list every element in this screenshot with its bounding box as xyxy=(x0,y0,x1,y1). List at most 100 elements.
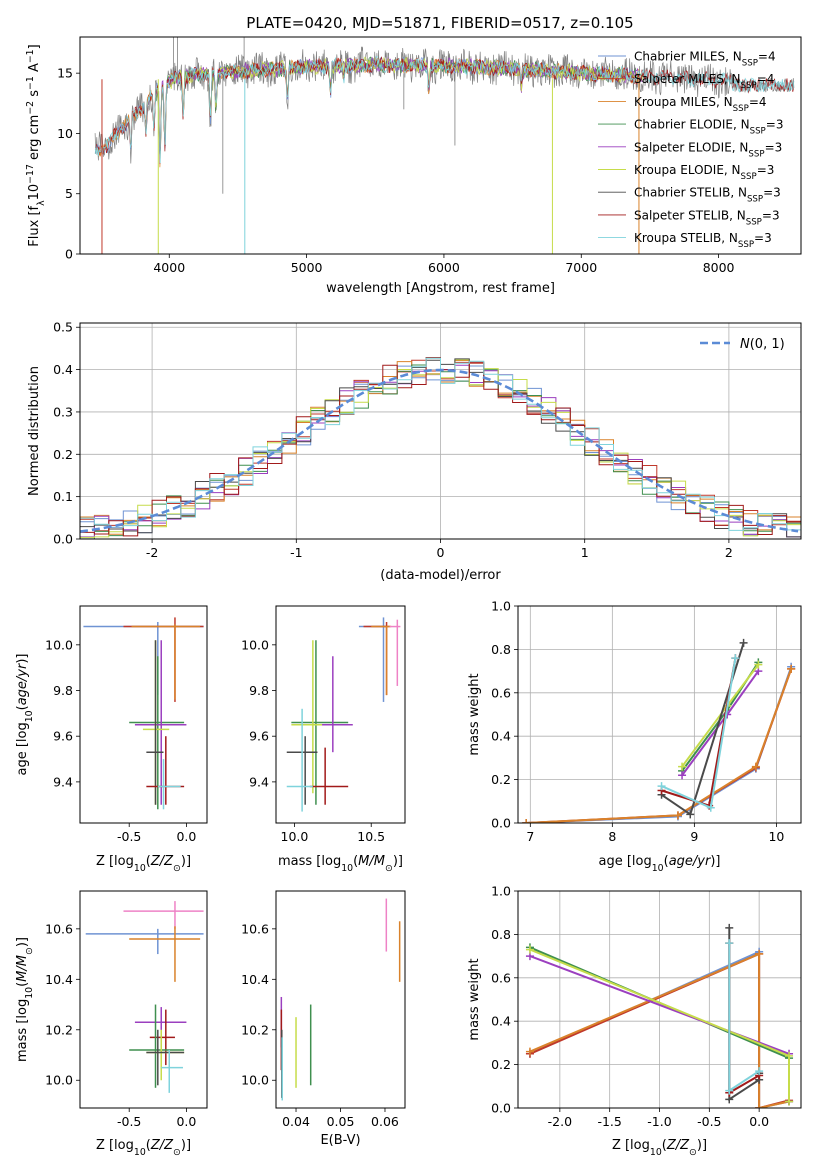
y-tick-label: 10.2 xyxy=(45,1022,73,1037)
label-part: Z/Z xyxy=(150,1138,174,1153)
weight-marker xyxy=(785,1051,794,1060)
y-tick-label: 10.2 xyxy=(241,1022,269,1037)
label-part: SSP xyxy=(750,127,766,137)
label-part: age [log xyxy=(15,722,30,775)
y-tick-label: 0.2 xyxy=(491,1057,511,1072)
x-tick-label: 10.0 xyxy=(281,829,309,844)
label-part: Chabrier ELODIE, N xyxy=(634,118,750,132)
weight-marker xyxy=(686,810,695,819)
y-tick-label: 10.4 xyxy=(45,972,73,987)
axes-mass_vs_EBV: 0.04 0.05 0.06 10.0 10.2 10.4 10.6 E(B-V) xyxy=(241,890,406,1148)
label-part: SSP xyxy=(741,172,757,182)
label-part: SSP xyxy=(733,104,749,114)
label-part: Salpeter STELIB, N xyxy=(634,208,746,222)
x-tick-label: -0.5 xyxy=(697,1114,721,1129)
weight-line-chabrier-miles xyxy=(526,666,793,823)
x-tick-label: 6000 xyxy=(428,260,460,275)
x-tick-label: -1.5 xyxy=(597,1114,621,1129)
label-part: −1 xyxy=(25,76,36,90)
x-tick-label: -2.0 xyxy=(548,1114,572,1129)
plot-area-mass_vs_EBV xyxy=(280,898,401,1101)
label-part: Z/Z xyxy=(666,1138,690,1153)
spectrum-kroupa-stelib xyxy=(94,56,795,164)
y-tick-label: 9.6 xyxy=(249,729,269,744)
label-part: )] xyxy=(15,937,30,947)
label-part: ( xyxy=(146,1138,151,1153)
x-tick-label: 8000 xyxy=(703,260,735,275)
label-part: s xyxy=(27,90,42,101)
y-tick-label: 9.4 xyxy=(53,774,73,789)
label-part: )] xyxy=(15,653,30,663)
label-part: )] xyxy=(697,1138,707,1153)
label-part: ( xyxy=(353,854,358,869)
y-tick-label: 0.4 xyxy=(491,729,511,744)
y-tick-label: 1.0 xyxy=(491,599,511,614)
weight-marker xyxy=(678,762,687,771)
label-part: age [log xyxy=(598,854,651,869)
y-tick-label: 10.0 xyxy=(241,1073,269,1088)
axes-frame xyxy=(79,36,802,255)
axes-frame xyxy=(79,605,208,824)
plot-area-residuals xyxy=(80,323,801,539)
label-part: Salpeter ELODIE, N xyxy=(634,140,748,154)
label-part: 10 xyxy=(24,710,35,722)
label-part: Z [log xyxy=(96,854,134,869)
weight-line-salpeter-elodie xyxy=(681,670,760,776)
plot-area-spectrum xyxy=(94,37,795,254)
axes-frame xyxy=(275,890,406,1109)
gaussian-curve xyxy=(80,368,799,533)
label-part: =3 xyxy=(754,231,772,245)
weight-line-kroupa-miles xyxy=(529,952,790,1108)
weight-marker xyxy=(785,1097,794,1106)
label-part: )] xyxy=(393,854,403,869)
weight-marker xyxy=(725,923,734,932)
label-part: mass [log xyxy=(15,999,30,1062)
y-tick-label: 10.4 xyxy=(241,972,269,987)
x-tick-label: 1 xyxy=(581,545,589,560)
spectrum-kroupa-miles xyxy=(96,57,640,168)
x-tick-label: 7000 xyxy=(565,260,597,275)
axes-frame xyxy=(517,605,802,824)
legend-label: Chabrier STELIB, NSSP=3 xyxy=(634,186,781,205)
label-part: 10 xyxy=(652,863,664,874)
y-tick-label: 0.4 xyxy=(53,362,73,377)
x-tick-label: 2 xyxy=(725,545,733,560)
weight-line-chabrier-stelib xyxy=(661,642,745,816)
label-part: SSP xyxy=(741,81,757,91)
x-tick-label: 0.0 xyxy=(749,1114,769,1129)
x-tick-label: 0.0 xyxy=(176,829,196,844)
weight-marker xyxy=(657,782,666,791)
weight-marker xyxy=(739,638,748,647)
label-part: 10 xyxy=(24,987,35,999)
x-axis-label: E(B-V) xyxy=(320,1133,360,1148)
weight-marker xyxy=(755,1067,764,1076)
y-axis-label: Normed distribution xyxy=(27,366,42,496)
legend-label: Salpeter ELODIE, NSSP=3 xyxy=(634,140,782,159)
x-tick-label: 9 xyxy=(690,829,698,844)
axes-frame xyxy=(275,605,406,824)
weight-marker xyxy=(525,945,534,954)
y-axis-label: age [log10(age/yr)] xyxy=(15,653,35,775)
label-part: 10 xyxy=(27,184,42,201)
x-tick-label: -1.0 xyxy=(647,1114,671,1129)
x-tick-label: 5000 xyxy=(291,260,323,275)
label-part: =4 xyxy=(749,95,767,109)
label-part: Kroupa STELIB, N xyxy=(634,231,738,245)
label-part: λ xyxy=(36,200,47,206)
label-part: −17 xyxy=(25,164,36,184)
axes-age_vs_Z: -0.5 0.09.49.69.810.0Z [log10(Z/Z⊙)]age [… xyxy=(15,605,208,874)
label-part: ( xyxy=(15,982,30,987)
y-tick-label: 15 xyxy=(57,66,73,81)
x-axis-label: wavelength [Angstrom, rest frame] xyxy=(326,281,555,296)
x-tick-label: 0.05 xyxy=(327,1114,355,1129)
x-tick-label: -2 xyxy=(146,545,158,560)
y-tick-label: 10.0 xyxy=(241,637,269,652)
y-tick-label: 0.6 xyxy=(491,685,511,700)
y-tick-label: 9.8 xyxy=(53,683,73,698)
label-part: 10 xyxy=(134,863,146,874)
label-part: =3 xyxy=(762,208,780,222)
x-axis-label: Z [log10(Z/Z⊙)] xyxy=(96,1138,191,1158)
label-part: M/M xyxy=(358,854,385,869)
